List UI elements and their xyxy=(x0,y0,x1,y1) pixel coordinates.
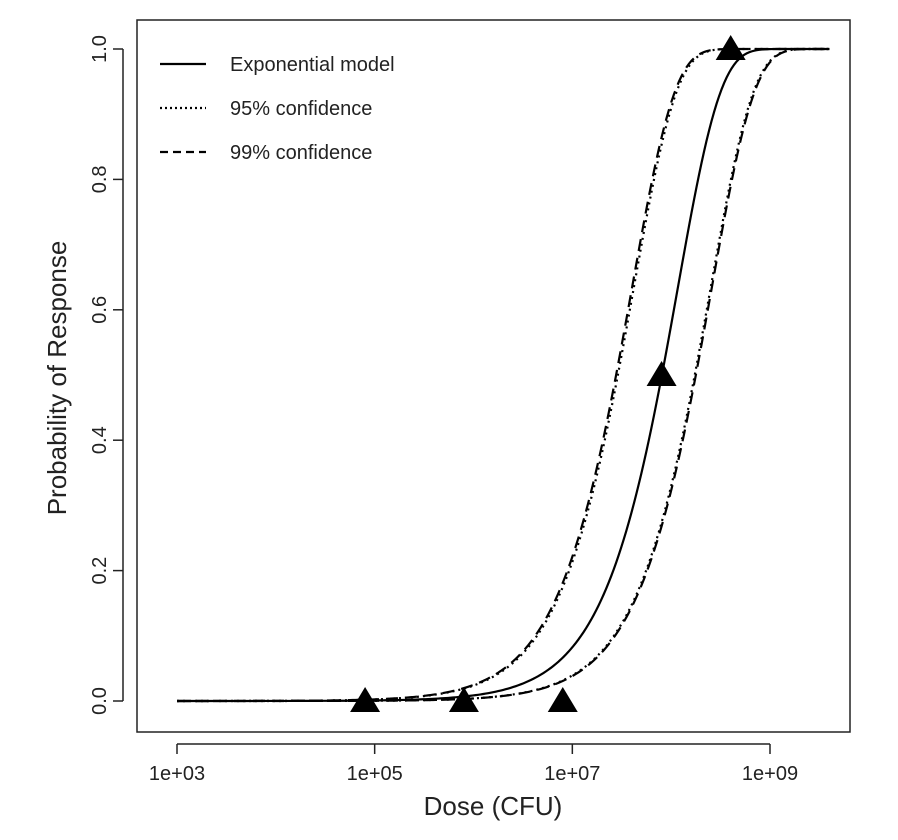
plot-frame xyxy=(136,19,851,733)
y-axis-title: Probability of Response xyxy=(42,241,72,516)
y-tick-label: 1.0 xyxy=(89,35,111,63)
legend-label: 95% confidence xyxy=(230,98,372,120)
curves-layer xyxy=(177,47,830,703)
y-tick-label: 0.2 xyxy=(89,557,111,585)
99-confidence-lower-curve xyxy=(177,47,830,703)
x-axis-title: Dose (CFU) xyxy=(424,791,563,821)
y-tick-label: 0.0 xyxy=(89,687,111,715)
x-tick-label: 1e+03 xyxy=(149,763,205,785)
99-confidence-upper-curve xyxy=(177,47,830,703)
observed-point-marker xyxy=(646,361,677,386)
legend: Exponential model 95% confidence 99% confi… xyxy=(160,54,395,164)
y-tick-label: 0.4 xyxy=(89,426,111,454)
y-tick-label: 0.6 xyxy=(89,296,111,324)
legend-label: Exponential model xyxy=(230,54,395,76)
observed-point-marker xyxy=(715,35,746,60)
observed-point-marker xyxy=(448,687,479,712)
x-axis: 1e+03 1e+05 1e+07 1e+09 xyxy=(149,743,798,785)
y-axis: 0.0 0.2 0.4 0.6 0.8 1.0 xyxy=(89,35,124,715)
x-tick-label: 1e+07 xyxy=(544,763,600,785)
legend-label: 99% confidence xyxy=(230,142,372,164)
x-tick-label: 1e+09 xyxy=(742,763,798,785)
observed-point-marker xyxy=(547,687,578,712)
y-tick-label: 0.8 xyxy=(89,165,111,193)
x-tick-label: 1e+05 xyxy=(347,763,403,785)
observed-points-layer xyxy=(350,35,746,712)
observed-point-marker xyxy=(350,687,381,712)
